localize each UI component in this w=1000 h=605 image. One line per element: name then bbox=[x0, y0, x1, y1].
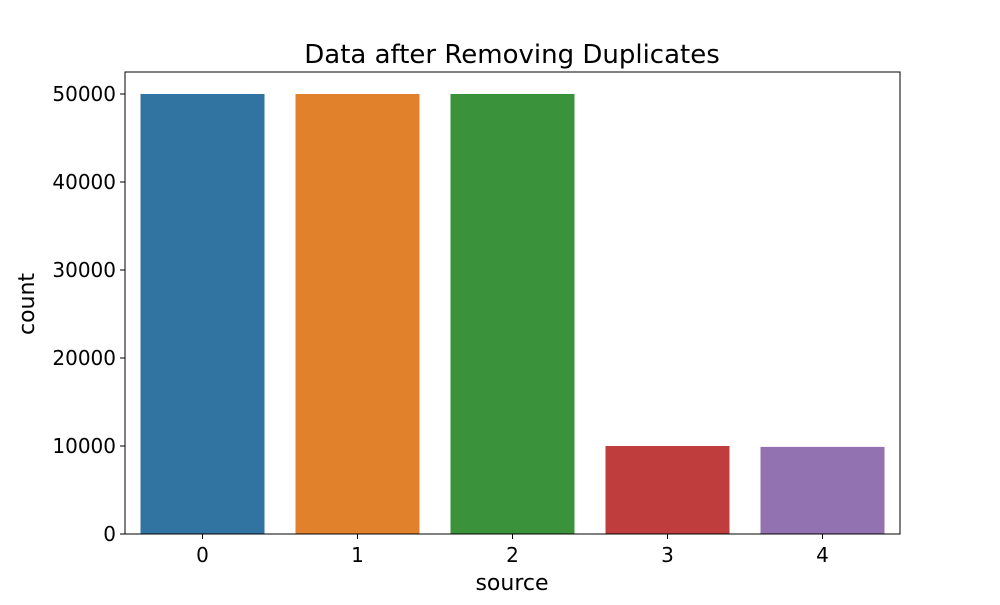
bar-3 bbox=[605, 446, 730, 534]
bar-0 bbox=[140, 94, 265, 534]
bar-1 bbox=[295, 94, 420, 534]
bar-4 bbox=[760, 446, 885, 534]
y-tick-label-10000: 10000 bbox=[52, 434, 116, 458]
plot-frame bbox=[124, 71, 901, 535]
x-tick-label-3: 3 bbox=[661, 543, 674, 567]
y-tick-label-20000: 20000 bbox=[52, 346, 116, 370]
bars-group bbox=[140, 94, 885, 534]
x-axis: 0 1 2 3 4 bbox=[196, 534, 829, 567]
y-tick-label-40000: 40000 bbox=[52, 170, 116, 194]
x-tick-label-4: 4 bbox=[816, 543, 829, 567]
y-axis-label: count bbox=[15, 273, 40, 335]
x-tick-label-2: 2 bbox=[506, 543, 519, 567]
x-tick-label-0: 0 bbox=[196, 543, 209, 567]
y-tick-label-0: 0 bbox=[103, 522, 116, 546]
y-tick-label-50000: 50000 bbox=[52, 82, 116, 106]
x-tick-label-1: 1 bbox=[351, 543, 364, 567]
y-tick-label-30000: 30000 bbox=[52, 258, 116, 282]
chart-title: Data after Removing Duplicates bbox=[304, 40, 720, 70]
y-axis: 0 10000 20000 30000 40000 50000 bbox=[52, 82, 125, 546]
x-axis-label: source bbox=[475, 571, 548, 596]
bar-2 bbox=[450, 94, 575, 534]
